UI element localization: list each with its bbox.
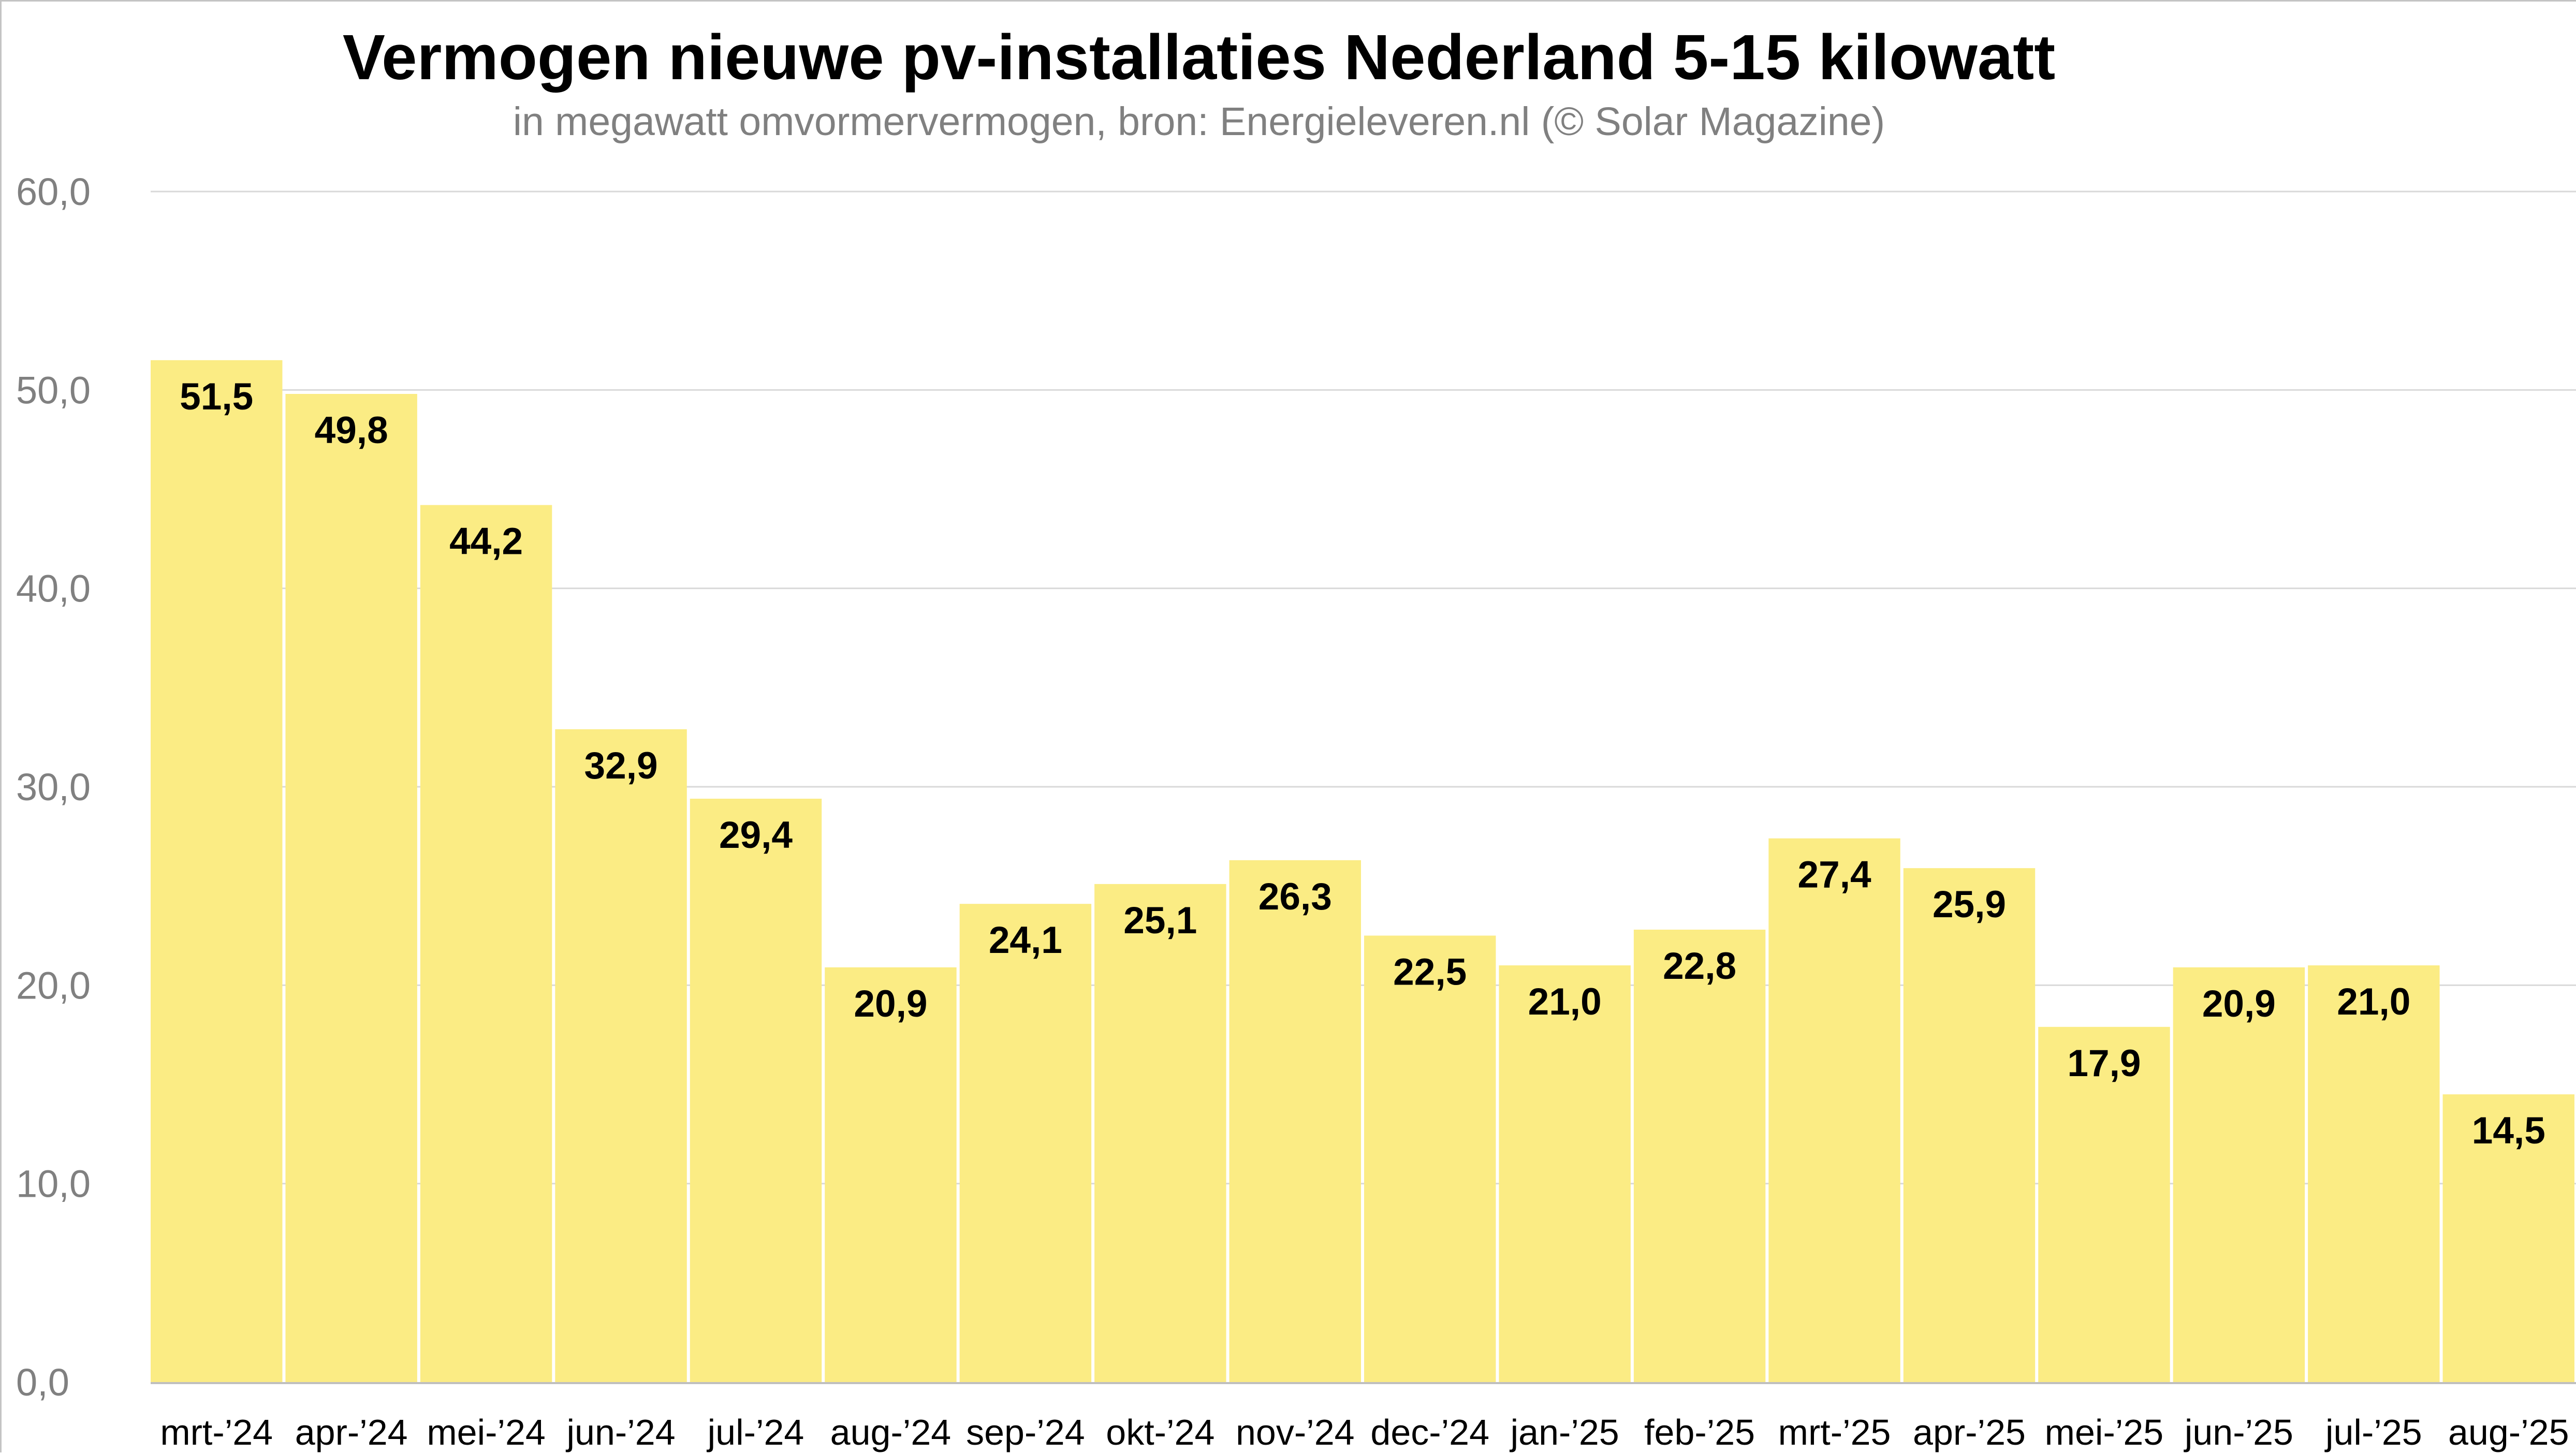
x-tick-label: jun-’25 [2184, 1412, 2293, 1452]
x-tick-label: jul-’24 [707, 1412, 804, 1452]
data-label: 49,8 [315, 409, 388, 451]
data-label: 21,0 [1528, 981, 1602, 1023]
data-label: 21,0 [2337, 981, 2410, 1023]
data-label: 20,9 [2202, 983, 2276, 1025]
bar [2308, 965, 2440, 1382]
y-tick-label: 30,0 [16, 766, 91, 809]
bar [690, 799, 822, 1382]
data-label: 29,4 [719, 814, 793, 856]
y-tick-label: 50,0 [16, 369, 91, 412]
x-tick-label: aug-’25 [2448, 1412, 2569, 1452]
x-tick-label: feb-’25 [1644, 1412, 1755, 1452]
x-tick-label: aug-’24 [830, 1412, 952, 1452]
bar [2442, 1094, 2574, 1382]
bar [2038, 1026, 2170, 1382]
x-tick-label: dec-’24 [1370, 1412, 1489, 1452]
x-tick-label: mei-’24 [427, 1412, 546, 1452]
bars [151, 360, 2574, 1383]
y-tick-label: 0,0 [16, 1361, 69, 1404]
data-label: 25,9 [1933, 884, 2006, 926]
bar [2173, 967, 2305, 1382]
data-label: 26,3 [1258, 876, 1332, 918]
data-label: 14,5 [2472, 1110, 2545, 1152]
data-label: 27,4 [1798, 854, 1871, 896]
x-tick-label: okt-’24 [1106, 1412, 1214, 1452]
x-tick-label: apr-’25 [1913, 1412, 2026, 1452]
bar [959, 904, 1092, 1382]
x-tick-label: jan-’25 [1510, 1412, 1619, 1452]
bar [1903, 868, 2036, 1382]
x-tick-label: mei-’25 [2045, 1412, 2164, 1452]
bar [1768, 838, 1900, 1382]
data-label: 24,1 [989, 919, 1062, 961]
y-tick-label: 20,0 [16, 964, 91, 1007]
x-tick-label: nov-’24 [1236, 1412, 1355, 1452]
y-axis-ticks: 0,0 10,0 20,0 30,0 40,0 50,0 60,0 [16, 170, 91, 1404]
x-axis-ticks: mrt-’24 apr-’24 mei-’24 jun-’24 jul-’24 aug-’… [160, 1412, 2569, 1452]
bar [420, 505, 552, 1382]
data-label: 51,5 [180, 376, 253, 418]
x-tick-label: jul-’25 [2324, 1412, 2422, 1452]
bar [285, 394, 417, 1382]
x-tick-label: mrt-’24 [160, 1412, 273, 1452]
bar [1364, 935, 1496, 1382]
x-tick-label: apr-’24 [295, 1412, 408, 1452]
data-label: 20,9 [854, 983, 927, 1025]
x-tick-label: sep-’24 [966, 1412, 1085, 1452]
data-label: 44,2 [449, 521, 523, 563]
bar [1499, 965, 1631, 1382]
chart-subtitle: in megawatt omvormervermogen, bron: Ener… [513, 99, 1885, 144]
y-tick-label: 40,0 [16, 567, 91, 610]
chart-title: Vermogen nieuwe pv-installaties Nederlan… [342, 22, 2056, 93]
data-label: 17,9 [2067, 1042, 2141, 1084]
bar [1094, 884, 1226, 1382]
data-label: 25,1 [1123, 900, 1197, 942]
data-labels: 51,5 49,8 44,2 32,9 29,4 20,9 24,1 25,1 26,3 22,5… [180, 376, 2545, 1152]
bar [555, 729, 687, 1382]
y-tick-label: 60,0 [16, 170, 91, 213]
bar [151, 360, 283, 1383]
x-tick-label: jun-’24 [565, 1412, 675, 1452]
y-tick-label: 10,0 [16, 1163, 91, 1206]
data-label: 32,9 [584, 745, 658, 787]
bar [1633, 930, 1766, 1382]
data-label: 22,8 [1663, 945, 1736, 987]
bar [1229, 860, 1361, 1382]
x-tick-label: mrt-’25 [1778, 1412, 1891, 1452]
data-label: 22,5 [1393, 951, 1467, 993]
bar [825, 967, 957, 1382]
